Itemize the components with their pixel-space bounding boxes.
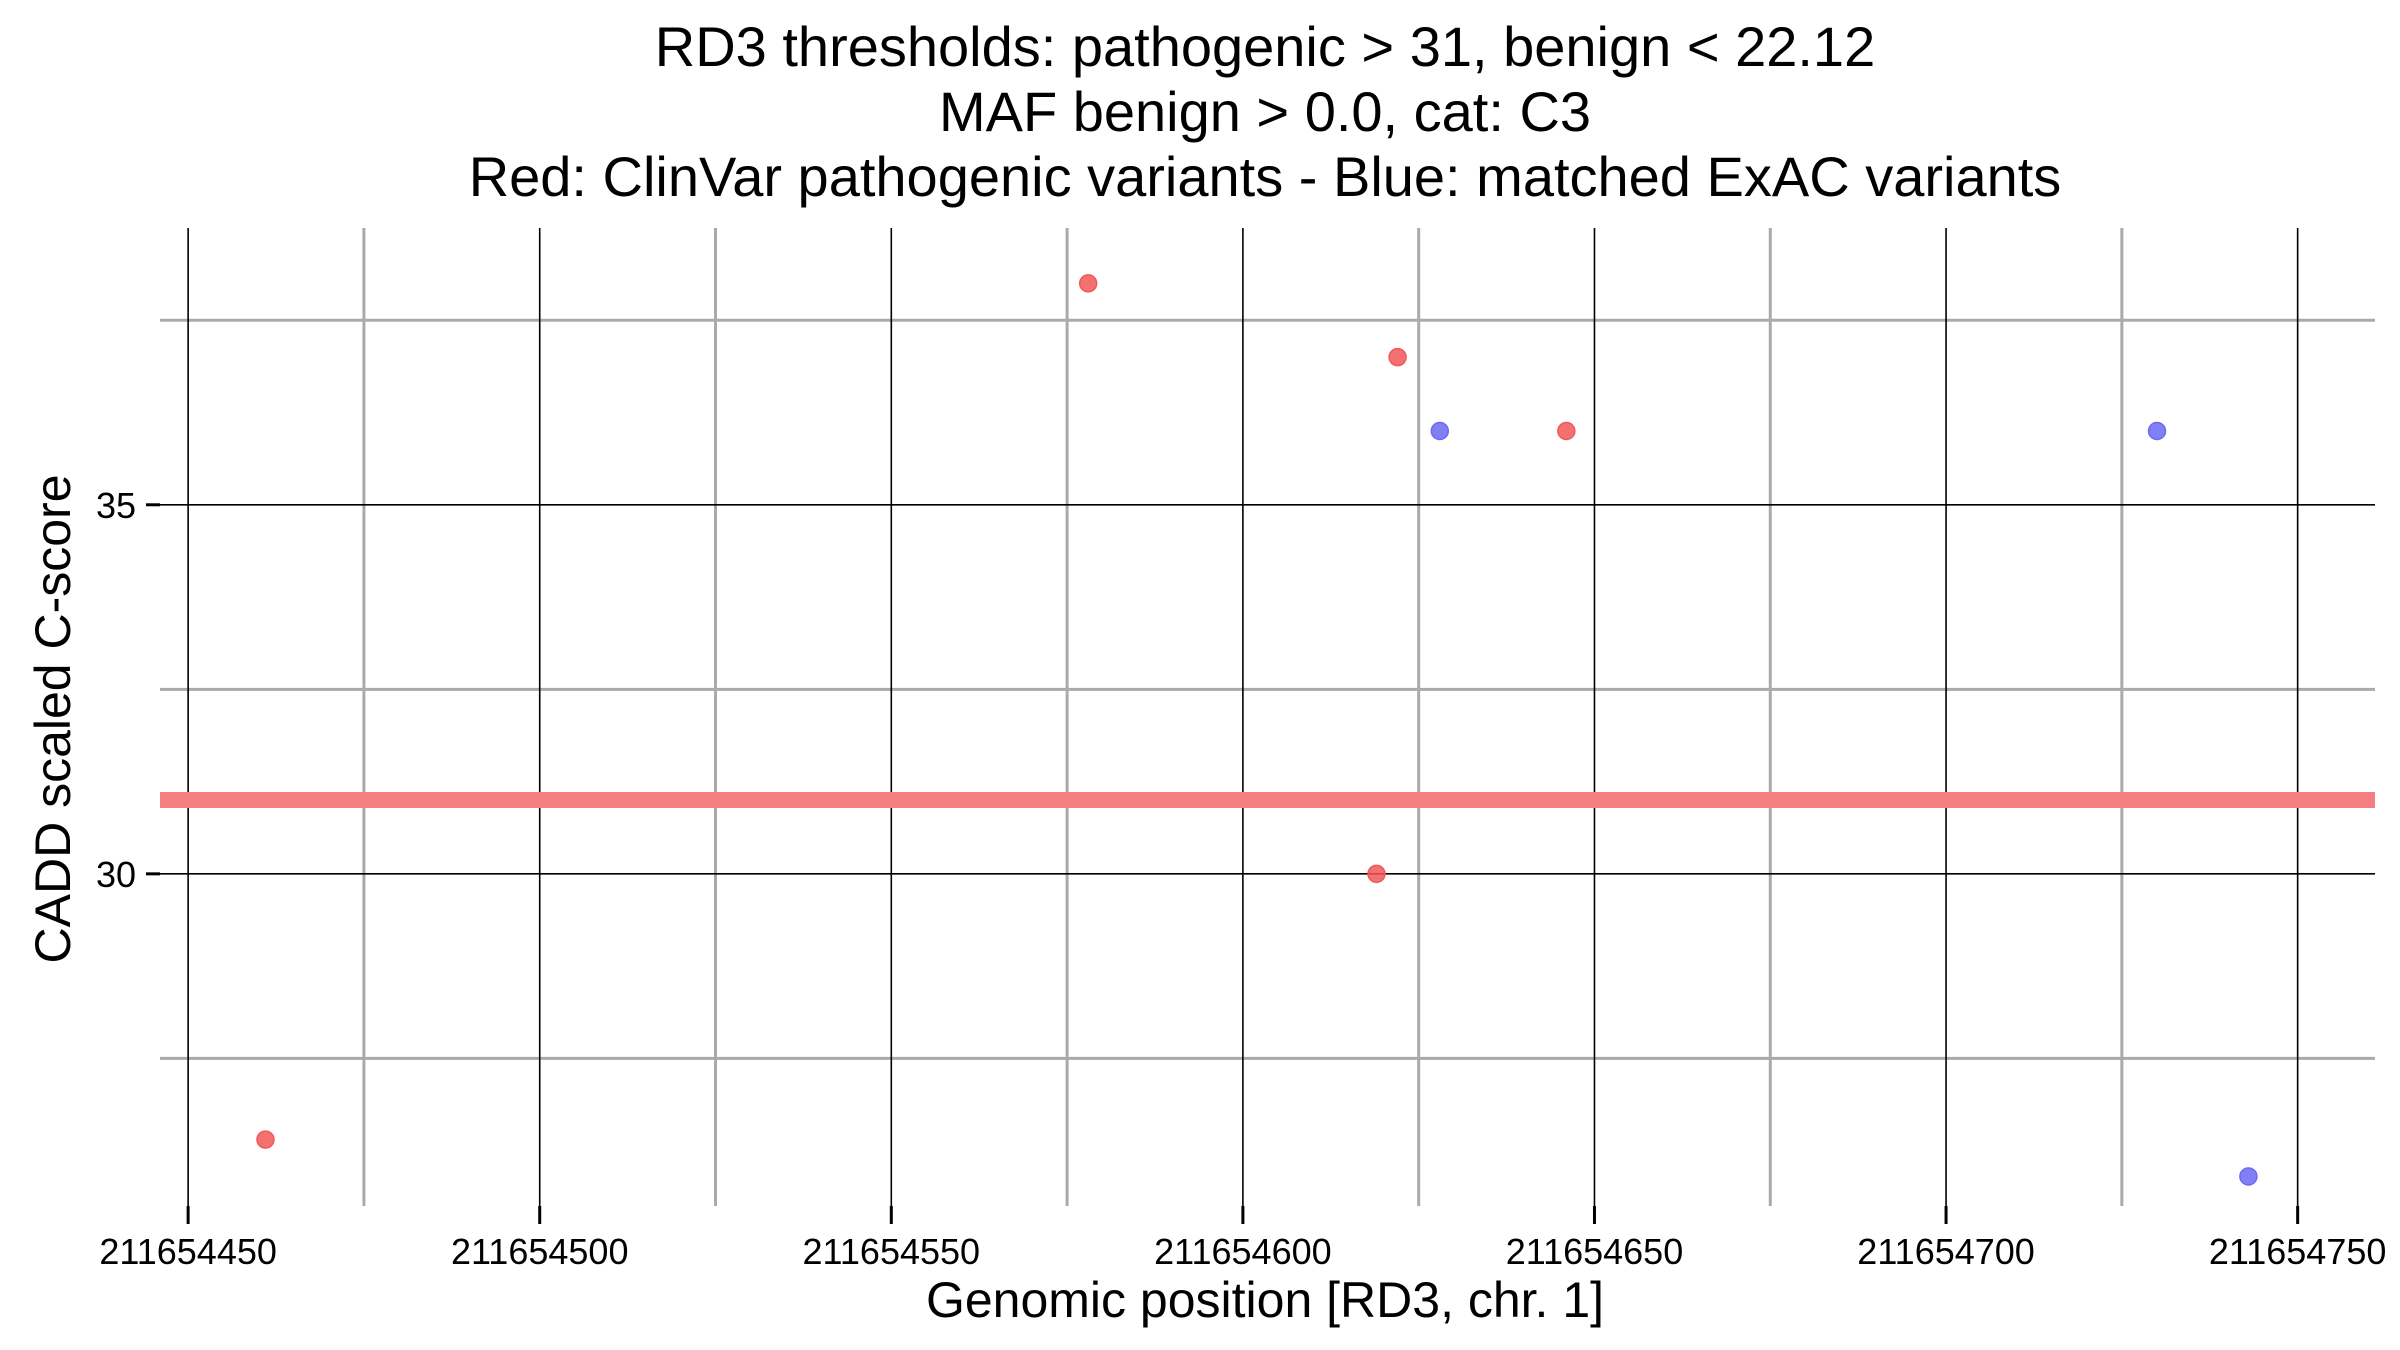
grid: [160, 228, 2375, 1206]
x-tick-label: 211654600: [1154, 1231, 1332, 1272]
x-tick-label: 211654550: [803, 1231, 981, 1272]
data-points: [256, 274, 2258, 1186]
exac-matched-point: [2239, 1167, 2258, 1186]
clinvar-pathogenic-point: [1367, 864, 1386, 884]
y-tick-label: 35: [96, 485, 136, 526]
chart-title-line-1: RD3 thresholds: pathogenic > 31, benign …: [655, 15, 1875, 78]
clinvar-pathogenic-point: [1388, 347, 1407, 367]
chart-title-line-3: Red: ClinVar pathogenic variants - Blue:…: [469, 145, 2062, 208]
axes: 211654450 211654500 211654550 211654600 2116…: [96, 485, 2386, 1272]
clinvar-pathogenic-point: [1078, 274, 1098, 293]
y-tick-label: 30: [96, 854, 136, 895]
chart-title: RD3 thresholds: pathogenic > 31, benign …: [469, 15, 2062, 208]
y-axis-label: CADD scaled C-score: [25, 474, 81, 963]
x-tick-label: 211654450: [99, 1231, 277, 1272]
exac-matched-point: [2147, 421, 2167, 441]
clinvar-pathogenic-point: [1557, 421, 1576, 441]
x-tick-label: 211654750: [2209, 1231, 2387, 1272]
x-tick-label: 211654650: [1506, 1231, 1684, 1272]
x-tick-label: 211654700: [1857, 1231, 2035, 1272]
chart-title-line-2: MAF benign > 0.0, cat: C3: [939, 80, 1591, 143]
clinvar-pathogenic-point: [256, 1130, 275, 1149]
x-axis-label: Genomic position [RD3, chr. 1]: [926, 1272, 1604, 1328]
exac-matched-point: [1430, 421, 1450, 441]
x-tick-label: 211654500: [451, 1231, 629, 1272]
